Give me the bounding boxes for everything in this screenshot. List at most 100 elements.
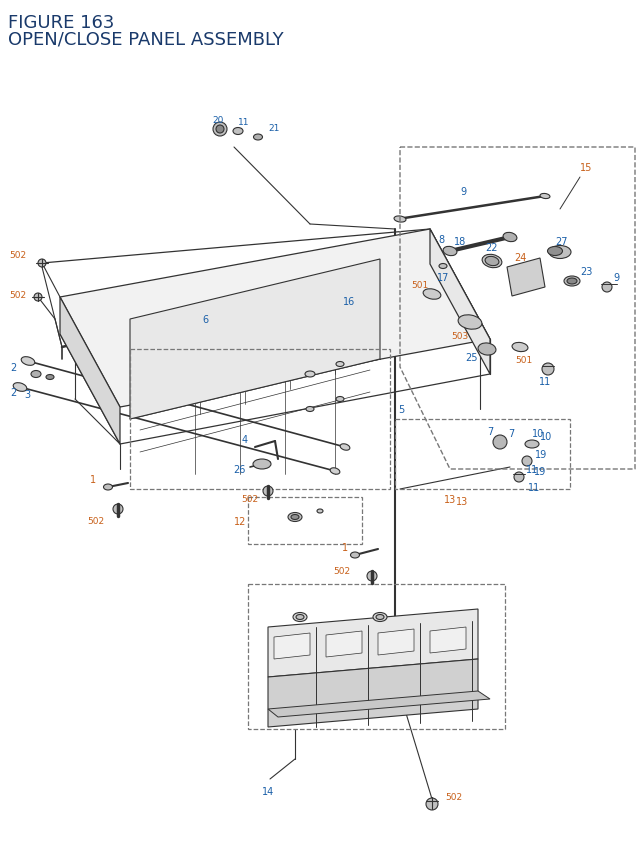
Ellipse shape <box>503 233 517 242</box>
Ellipse shape <box>336 362 344 367</box>
Circle shape <box>38 260 46 268</box>
Circle shape <box>213 123 227 137</box>
Text: 501: 501 <box>412 280 429 289</box>
Text: 7: 7 <box>508 429 515 438</box>
Text: 502: 502 <box>9 251 26 259</box>
Ellipse shape <box>564 276 580 287</box>
Ellipse shape <box>376 615 384 620</box>
Text: 23: 23 <box>580 267 593 276</box>
Text: 24: 24 <box>514 253 526 263</box>
Text: 26: 26 <box>234 464 246 474</box>
Polygon shape <box>60 298 120 444</box>
Circle shape <box>514 473 524 482</box>
Text: 501: 501 <box>515 355 532 364</box>
Ellipse shape <box>423 289 441 300</box>
Circle shape <box>542 363 554 375</box>
Text: 502: 502 <box>9 290 26 299</box>
Text: 10: 10 <box>540 431 552 442</box>
Ellipse shape <box>233 128 243 135</box>
Polygon shape <box>430 230 490 375</box>
Ellipse shape <box>293 613 307 622</box>
Circle shape <box>216 126 224 133</box>
Polygon shape <box>430 628 466 653</box>
Ellipse shape <box>336 397 344 402</box>
Text: 502: 502 <box>87 517 104 526</box>
Circle shape <box>426 798 438 810</box>
Ellipse shape <box>443 247 457 257</box>
Ellipse shape <box>567 279 577 285</box>
Ellipse shape <box>351 553 360 558</box>
Ellipse shape <box>540 195 550 200</box>
Text: 502: 502 <box>445 793 462 802</box>
Ellipse shape <box>394 217 406 223</box>
Polygon shape <box>326 631 362 657</box>
Text: 21: 21 <box>268 123 280 133</box>
Ellipse shape <box>485 257 499 266</box>
Text: 1: 1 <box>90 474 96 485</box>
Circle shape <box>493 436 507 449</box>
Text: 19: 19 <box>534 467 547 476</box>
Text: 11: 11 <box>238 117 250 127</box>
Text: 20: 20 <box>212 115 224 124</box>
Ellipse shape <box>439 264 447 269</box>
Text: 22: 22 <box>486 243 499 253</box>
Text: 13: 13 <box>456 497 468 506</box>
Text: 502: 502 <box>333 567 350 576</box>
Text: 19: 19 <box>535 449 547 460</box>
Text: 10: 10 <box>532 429 544 438</box>
Ellipse shape <box>482 255 502 269</box>
Text: 2: 2 <box>10 362 16 373</box>
Ellipse shape <box>46 375 54 380</box>
Ellipse shape <box>305 372 315 378</box>
Ellipse shape <box>525 441 539 449</box>
Ellipse shape <box>317 510 323 513</box>
Ellipse shape <box>547 247 563 257</box>
Text: 17: 17 <box>437 273 449 282</box>
Ellipse shape <box>13 383 27 392</box>
Text: 9: 9 <box>613 273 619 282</box>
Text: 14: 14 <box>262 786 274 796</box>
Text: 11: 11 <box>526 464 538 474</box>
Text: 2: 2 <box>10 387 16 398</box>
Polygon shape <box>130 260 380 419</box>
Text: 16: 16 <box>343 297 355 307</box>
Circle shape <box>263 486 273 497</box>
Polygon shape <box>268 610 478 678</box>
Text: 502: 502 <box>241 495 258 504</box>
Text: FIGURE 163: FIGURE 163 <box>8 14 115 32</box>
Ellipse shape <box>21 357 35 366</box>
Ellipse shape <box>512 343 528 352</box>
Circle shape <box>522 456 532 467</box>
Polygon shape <box>274 633 310 660</box>
Ellipse shape <box>104 485 113 491</box>
Ellipse shape <box>253 460 271 469</box>
Ellipse shape <box>478 344 496 356</box>
Text: 5: 5 <box>398 405 404 414</box>
Ellipse shape <box>31 371 41 378</box>
Polygon shape <box>268 660 478 728</box>
Text: 15: 15 <box>580 163 593 173</box>
Ellipse shape <box>373 613 387 622</box>
Text: 9: 9 <box>460 187 466 197</box>
Ellipse shape <box>494 438 506 447</box>
Ellipse shape <box>291 515 299 520</box>
Polygon shape <box>378 629 414 655</box>
Circle shape <box>34 294 42 301</box>
Text: 7: 7 <box>487 426 493 437</box>
Ellipse shape <box>306 407 314 412</box>
Text: 503: 503 <box>451 331 468 340</box>
Ellipse shape <box>340 444 350 450</box>
Polygon shape <box>507 258 545 297</box>
Text: 18: 18 <box>454 237 466 247</box>
Ellipse shape <box>458 315 482 330</box>
Ellipse shape <box>253 135 262 141</box>
Text: 12: 12 <box>234 517 246 526</box>
Text: 27: 27 <box>556 237 568 247</box>
Text: 6: 6 <box>202 314 208 325</box>
Text: 11: 11 <box>539 376 551 387</box>
Text: OPEN/CLOSE PANEL ASSEMBLY: OPEN/CLOSE PANEL ASSEMBLY <box>8 30 284 48</box>
Ellipse shape <box>330 468 340 474</box>
Text: 8: 8 <box>438 235 444 245</box>
Circle shape <box>367 572 377 581</box>
Text: 3: 3 <box>24 389 30 400</box>
